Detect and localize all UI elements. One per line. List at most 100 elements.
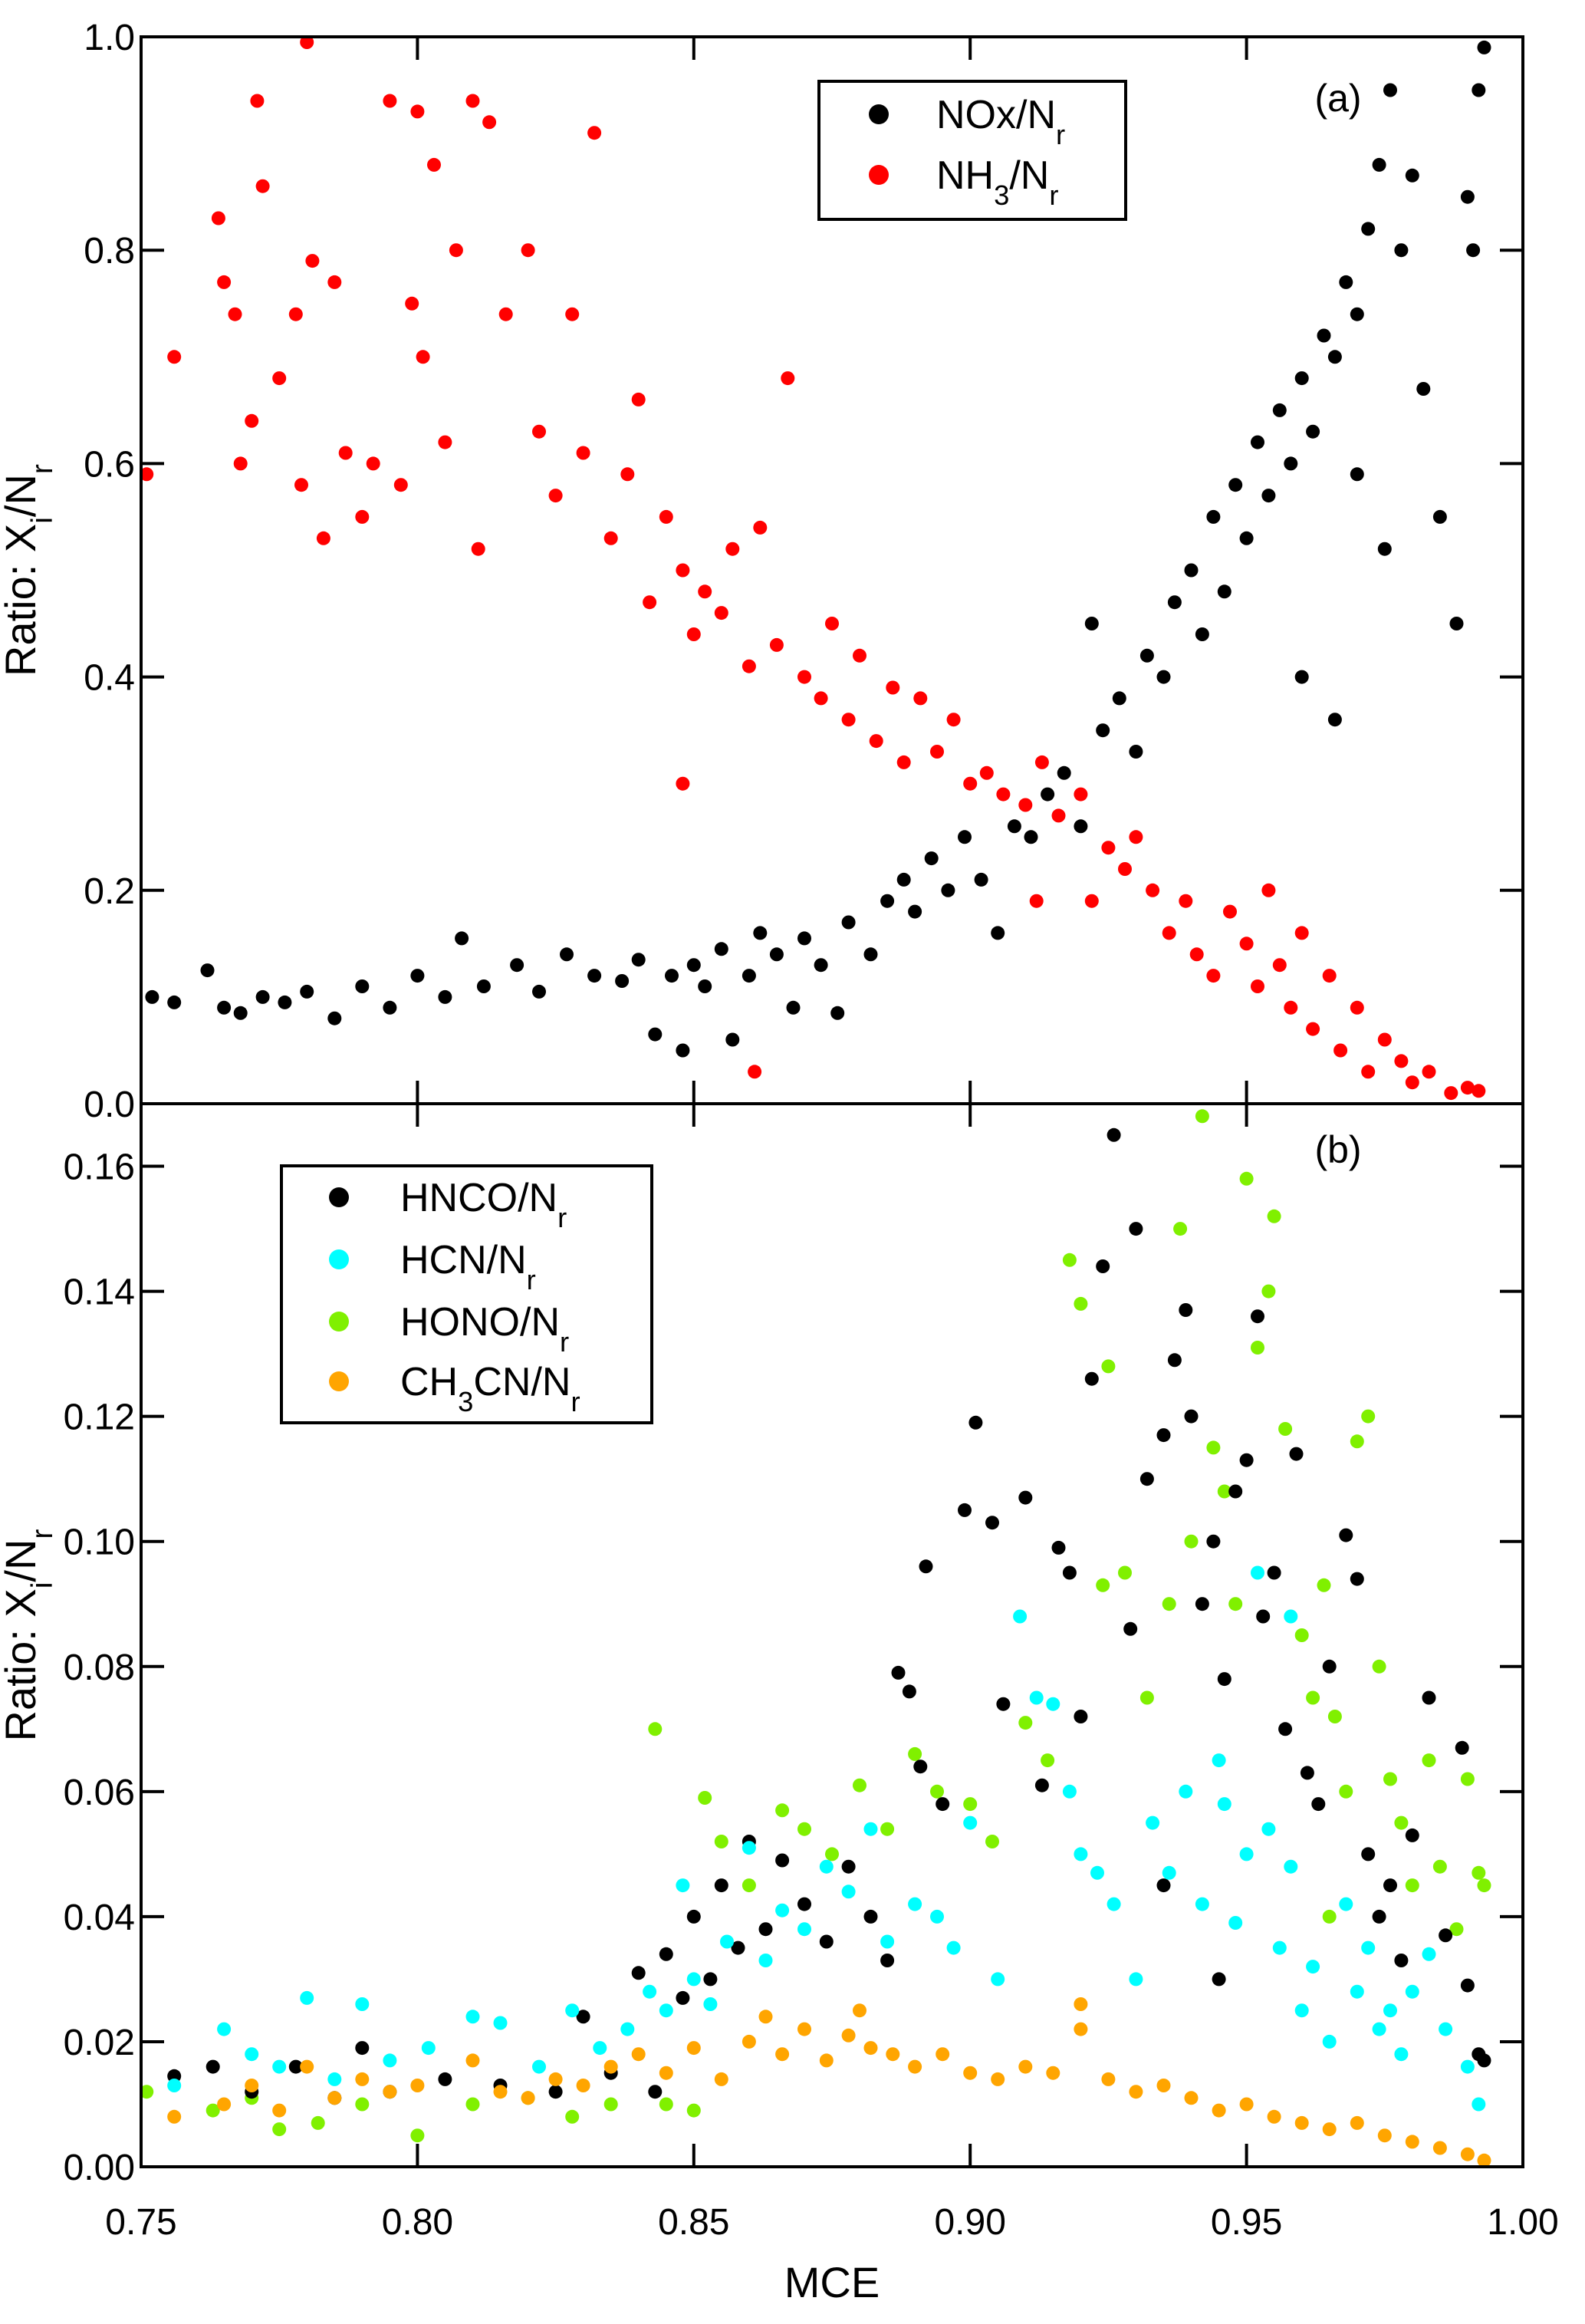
data-point <box>936 2047 950 2062</box>
y-tick-label: 0.0 <box>84 1085 135 1125</box>
data-point <box>1123 1621 1138 1636</box>
data-point <box>355 1997 370 2011</box>
data-point <box>1372 1659 1386 1674</box>
data-point <box>1460 1978 1475 1993</box>
data-point <box>200 963 215 978</box>
data-point <box>1472 83 1486 97</box>
data-point <box>825 617 839 630</box>
data-point <box>1267 2109 1281 2124</box>
x-tick-label: 0.75 <box>105 2202 176 2243</box>
legend-label: HNCO/Nr <box>400 1176 567 1233</box>
data-point <box>742 969 756 983</box>
subscript: r <box>1049 179 1058 211</box>
data-point <box>1034 755 1049 769</box>
legend-label: NH3/Nr <box>936 153 1058 211</box>
data-point <box>1129 1972 1143 1987</box>
y-tick-label: 0.6 <box>84 444 135 485</box>
data-point <box>1439 2022 1453 2036</box>
data-point <box>1096 1578 1110 1592</box>
series-nh3-nr <box>140 35 1486 1101</box>
data-point <box>1074 819 1088 834</box>
data-point <box>1322 969 1337 983</box>
data-point <box>1466 243 1481 258</box>
data-point <box>819 2053 834 2068</box>
y-tick-label: 0.10 <box>64 1522 135 1563</box>
data-point <box>1062 1253 1077 1267</box>
data-point <box>438 2072 452 2086</box>
data-point <box>167 995 182 1009</box>
data-point <box>1261 489 1276 503</box>
data-point <box>217 1000 232 1015</box>
data-point <box>548 2085 563 2099</box>
data-point <box>1101 1359 1116 1374</box>
data-point <box>676 776 690 791</box>
legend-item: HNCO/Nr <box>329 1176 567 1233</box>
data-point <box>1195 1597 1209 1611</box>
data-point <box>1405 1075 1419 1090</box>
data-point <box>1212 1753 1226 1768</box>
data-point <box>576 2010 590 2024</box>
data-point <box>1322 2034 1337 2049</box>
data-point <box>991 926 1005 940</box>
data-point <box>1041 1753 1055 1768</box>
data-point <box>659 509 673 524</box>
data-point <box>1074 1296 1088 1311</box>
data-point <box>355 2072 370 2086</box>
data-point <box>1460 2147 1475 2161</box>
data-point <box>1432 509 1447 524</box>
data-point <box>1173 1222 1188 1236</box>
data-point <box>631 953 646 967</box>
subscript: r <box>571 1386 580 1417</box>
data-point <box>665 969 679 983</box>
data-point <box>1034 1778 1049 1792</box>
data-point <box>1261 1284 1276 1299</box>
panel-b: 0.75 0.80 0.85 0.90 0.95 1.00 0.00 0.02 0.04 0.06… <box>0 1102 1559 2306</box>
data-point <box>532 424 546 439</box>
data-point <box>1228 1484 1243 1499</box>
data-point <box>383 94 397 108</box>
data-point <box>1339 275 1353 289</box>
data-point <box>930 1909 944 1924</box>
data-point <box>587 969 602 983</box>
data-point <box>217 2022 232 2036</box>
data-point <box>1167 595 1182 610</box>
data-point <box>1217 1797 1231 1812</box>
data-point <box>327 275 342 289</box>
data-point <box>410 104 425 119</box>
data-point <box>1477 40 1491 54</box>
data-point <box>631 1966 646 1980</box>
data-point <box>930 1784 944 1799</box>
data-point <box>1416 382 1431 396</box>
text-segment: Ratio: X <box>0 1588 44 1741</box>
data-point <box>853 648 866 663</box>
data-point <box>255 989 270 1004</box>
data-point <box>748 1065 762 1079</box>
data-point <box>1306 1960 1320 1974</box>
data-point <box>659 2066 673 2080</box>
series-hcn-nr <box>167 1565 1486 2112</box>
data-point <box>532 984 546 999</box>
data-point <box>493 2016 508 2030</box>
data-point <box>482 115 497 130</box>
data-point <box>1184 563 1199 578</box>
data-point <box>1090 1865 1104 1880</box>
data-point <box>1394 1054 1409 1068</box>
data-point <box>863 1822 878 1836</box>
data-point <box>1101 2072 1116 2086</box>
legend-label: NOx/Nr <box>936 93 1065 150</box>
data-point <box>1422 1690 1436 1705</box>
data-point <box>1361 1847 1376 1862</box>
data-point <box>1156 1428 1171 1443</box>
data-point <box>841 713 856 727</box>
text-segment: /N <box>0 1539 44 1582</box>
data-point <box>714 942 728 956</box>
data-point <box>1460 189 1475 204</box>
data-point <box>1294 2115 1309 2130</box>
data-point <box>1439 1928 1453 1943</box>
data-point <box>438 435 452 449</box>
data-point <box>1394 243 1409 258</box>
data-point <box>1084 1371 1099 1386</box>
data-point <box>1062 1784 1077 1799</box>
subscript: r <box>560 1326 569 1358</box>
data-point <box>825 1847 839 1862</box>
